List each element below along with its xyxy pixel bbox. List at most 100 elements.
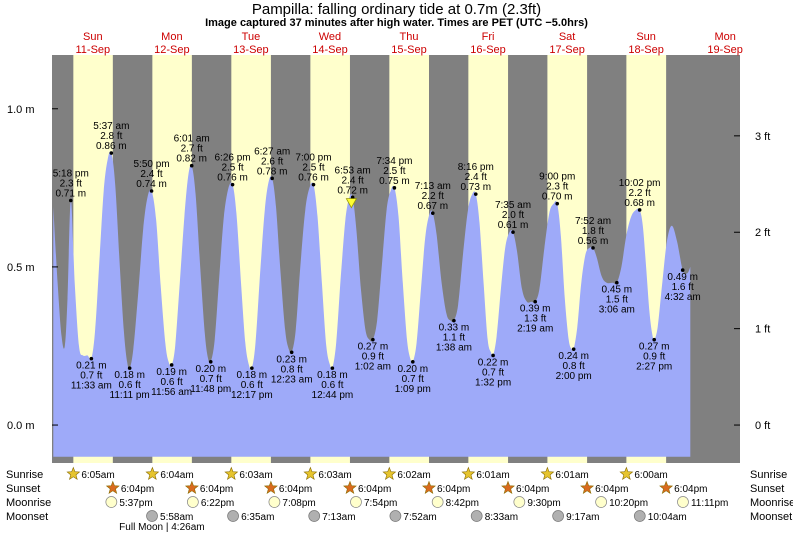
low-tide-label: 0.18 m xyxy=(237,370,268,381)
right-tick-label: 2 ft xyxy=(755,227,770,239)
high-tide-label: 0.70 m xyxy=(542,192,573,203)
high-tide-label: 1.8 ft xyxy=(582,226,604,237)
sun-moon-rows: Sunrise Sunrise 6:05am 6:04am 6:03am 6:03am 6:… xyxy=(6,466,793,533)
moon-icon xyxy=(268,496,281,508)
sun-star-icon xyxy=(461,466,476,480)
high-tide-label: 0.78 m xyxy=(257,166,288,177)
tide-event-dot xyxy=(491,353,495,358)
moon-icon xyxy=(350,496,362,508)
day-name: Thu xyxy=(400,31,419,43)
moonset-time: 10:04am xyxy=(648,512,687,523)
high-tide-label: 2.5 ft xyxy=(221,163,243,174)
low-tide-label: 0.27 m xyxy=(358,342,389,353)
moonset-time: 6:35am xyxy=(241,512,274,523)
tide-event-dot xyxy=(289,350,294,355)
moon-icon xyxy=(146,510,158,522)
sunrise-time: 6:03am xyxy=(239,470,272,481)
day-date: 18-Sep xyxy=(628,44,663,56)
high-tide-label: 2.4 ft xyxy=(140,169,162,180)
left-tick-label: 1.0 m xyxy=(7,104,35,116)
tide-event-dot xyxy=(109,151,114,155)
chart-title: Pampilla: falling ordinary tide at 0.7m … xyxy=(251,1,542,18)
high-tide-label: 6:53 am xyxy=(335,165,371,176)
low-tide-label: 0.49 m xyxy=(667,272,698,283)
high-tide-label: 5:50 pm xyxy=(133,159,169,170)
sunrise-time: 6:04am xyxy=(160,470,193,481)
low-tide-label: 2:00 pm xyxy=(556,371,592,382)
moonset-row-label-right: Moonset xyxy=(750,511,792,523)
sun-star-icon xyxy=(145,466,160,480)
day-date: 11-Sep xyxy=(76,44,111,56)
high-tide-label: 0.74 m xyxy=(136,179,167,190)
sunrise-time: 6:03am xyxy=(318,470,351,481)
low-tide-label: 1.3 ft xyxy=(524,314,546,325)
high-tide-label: 10:02 pm xyxy=(619,178,661,189)
sunset-time: 6:04pm xyxy=(358,484,391,495)
low-tide-label: 0.9 ft xyxy=(362,352,384,363)
day-name: Fri xyxy=(482,31,495,43)
high-tide-label: 0.71 m xyxy=(55,188,86,199)
high-tide-label: 0.72 m xyxy=(337,185,368,196)
high-tide-label: 2.4 ft xyxy=(342,175,364,186)
sun-star-icon xyxy=(659,480,674,494)
sunrise-row-label-right: Sunrise xyxy=(750,469,787,481)
moon-icon xyxy=(513,496,526,508)
low-tide-label: 0.19 m xyxy=(156,367,187,378)
current-level-marker xyxy=(345,198,358,209)
high-tide-label: 7:52 am xyxy=(575,216,611,227)
low-tide-label: 0.20 m xyxy=(195,364,226,375)
sun-star-icon xyxy=(422,480,436,494)
sunrise-time: 6:05am xyxy=(81,470,114,481)
high-tide-label: 2.5 ft xyxy=(383,166,405,177)
high-tide-label: 2.8 ft xyxy=(100,131,122,142)
low-tide-label: 1:02 am xyxy=(355,362,391,373)
tide-event-dot xyxy=(127,366,132,370)
high-tide-label: 6:27 am xyxy=(254,146,290,157)
sunrise-time: 6:01am xyxy=(476,470,509,481)
high-tide-label: 5:37 am xyxy=(93,121,129,132)
low-tide-label: 0.7 ft xyxy=(80,371,102,382)
sunset-time: 6:04pm xyxy=(200,484,233,495)
sun-star-icon xyxy=(540,466,555,480)
sunset-time: 6:04pm xyxy=(674,484,707,495)
moon-icon xyxy=(633,510,646,522)
tide-event-dot xyxy=(350,195,355,200)
moonrise-time: 5:37pm xyxy=(119,498,152,509)
low-tide-label: 0.20 m xyxy=(398,364,429,375)
moonrise-row-label: Moonrise xyxy=(6,497,51,509)
axes: 1.0 m 0.5 m 0.0 m 3 ft 2 ft 1 ft 0 ft xyxy=(7,104,770,432)
tide-event-dot xyxy=(430,211,435,215)
day-date: 17-Sep xyxy=(549,44,584,56)
low-tide-label: 0.21 m xyxy=(76,361,107,372)
high-tide-label: 0.86 m xyxy=(96,141,127,152)
high-tide-label: 7:35 am xyxy=(495,200,531,211)
low-tide-label: 0.7 ft xyxy=(482,367,504,378)
sun-star-icon xyxy=(619,466,634,480)
moonrise-time: 8:42pm xyxy=(446,498,479,509)
sunset-time: 6:04pm xyxy=(516,484,549,495)
high-tide-label: 0.68 m xyxy=(624,198,655,209)
high-tide-label: 2.3 ft xyxy=(546,182,568,193)
high-tide-label: 2.5 ft xyxy=(302,163,324,174)
moonset-time: 8:33am xyxy=(485,512,518,523)
low-tide-label: 12:23 am xyxy=(271,374,313,385)
sun-star-icon xyxy=(263,480,278,494)
high-tide-label: 6:26 pm xyxy=(215,153,251,164)
high-tide-label: 0.67 m xyxy=(417,201,448,212)
low-tide-label: 1:09 pm xyxy=(395,384,431,395)
low-tide-label: 0.24 m xyxy=(558,351,589,362)
low-tide-label: 0.6 ft xyxy=(241,380,263,391)
sunset-time: 6:04pm xyxy=(595,484,628,495)
tide-event-dot xyxy=(652,337,657,342)
high-tide-label: 2.0 ft xyxy=(502,210,524,221)
sun-star-icon xyxy=(224,466,239,480)
tide-event-dot xyxy=(89,356,94,361)
tide-area xyxy=(53,151,691,457)
full-moon-note: Full Moon | 4:26am xyxy=(119,522,204,533)
low-tide-label: 0.6 ft xyxy=(161,377,183,388)
sun-star-icon xyxy=(105,480,120,494)
low-tide-label: 0.22 m xyxy=(478,357,509,368)
high-tide-label: 8:16 pm xyxy=(458,162,494,173)
chart-subtitle: Image captured 37 minutes after high wat… xyxy=(205,17,588,29)
tide-event-dot xyxy=(371,337,375,342)
